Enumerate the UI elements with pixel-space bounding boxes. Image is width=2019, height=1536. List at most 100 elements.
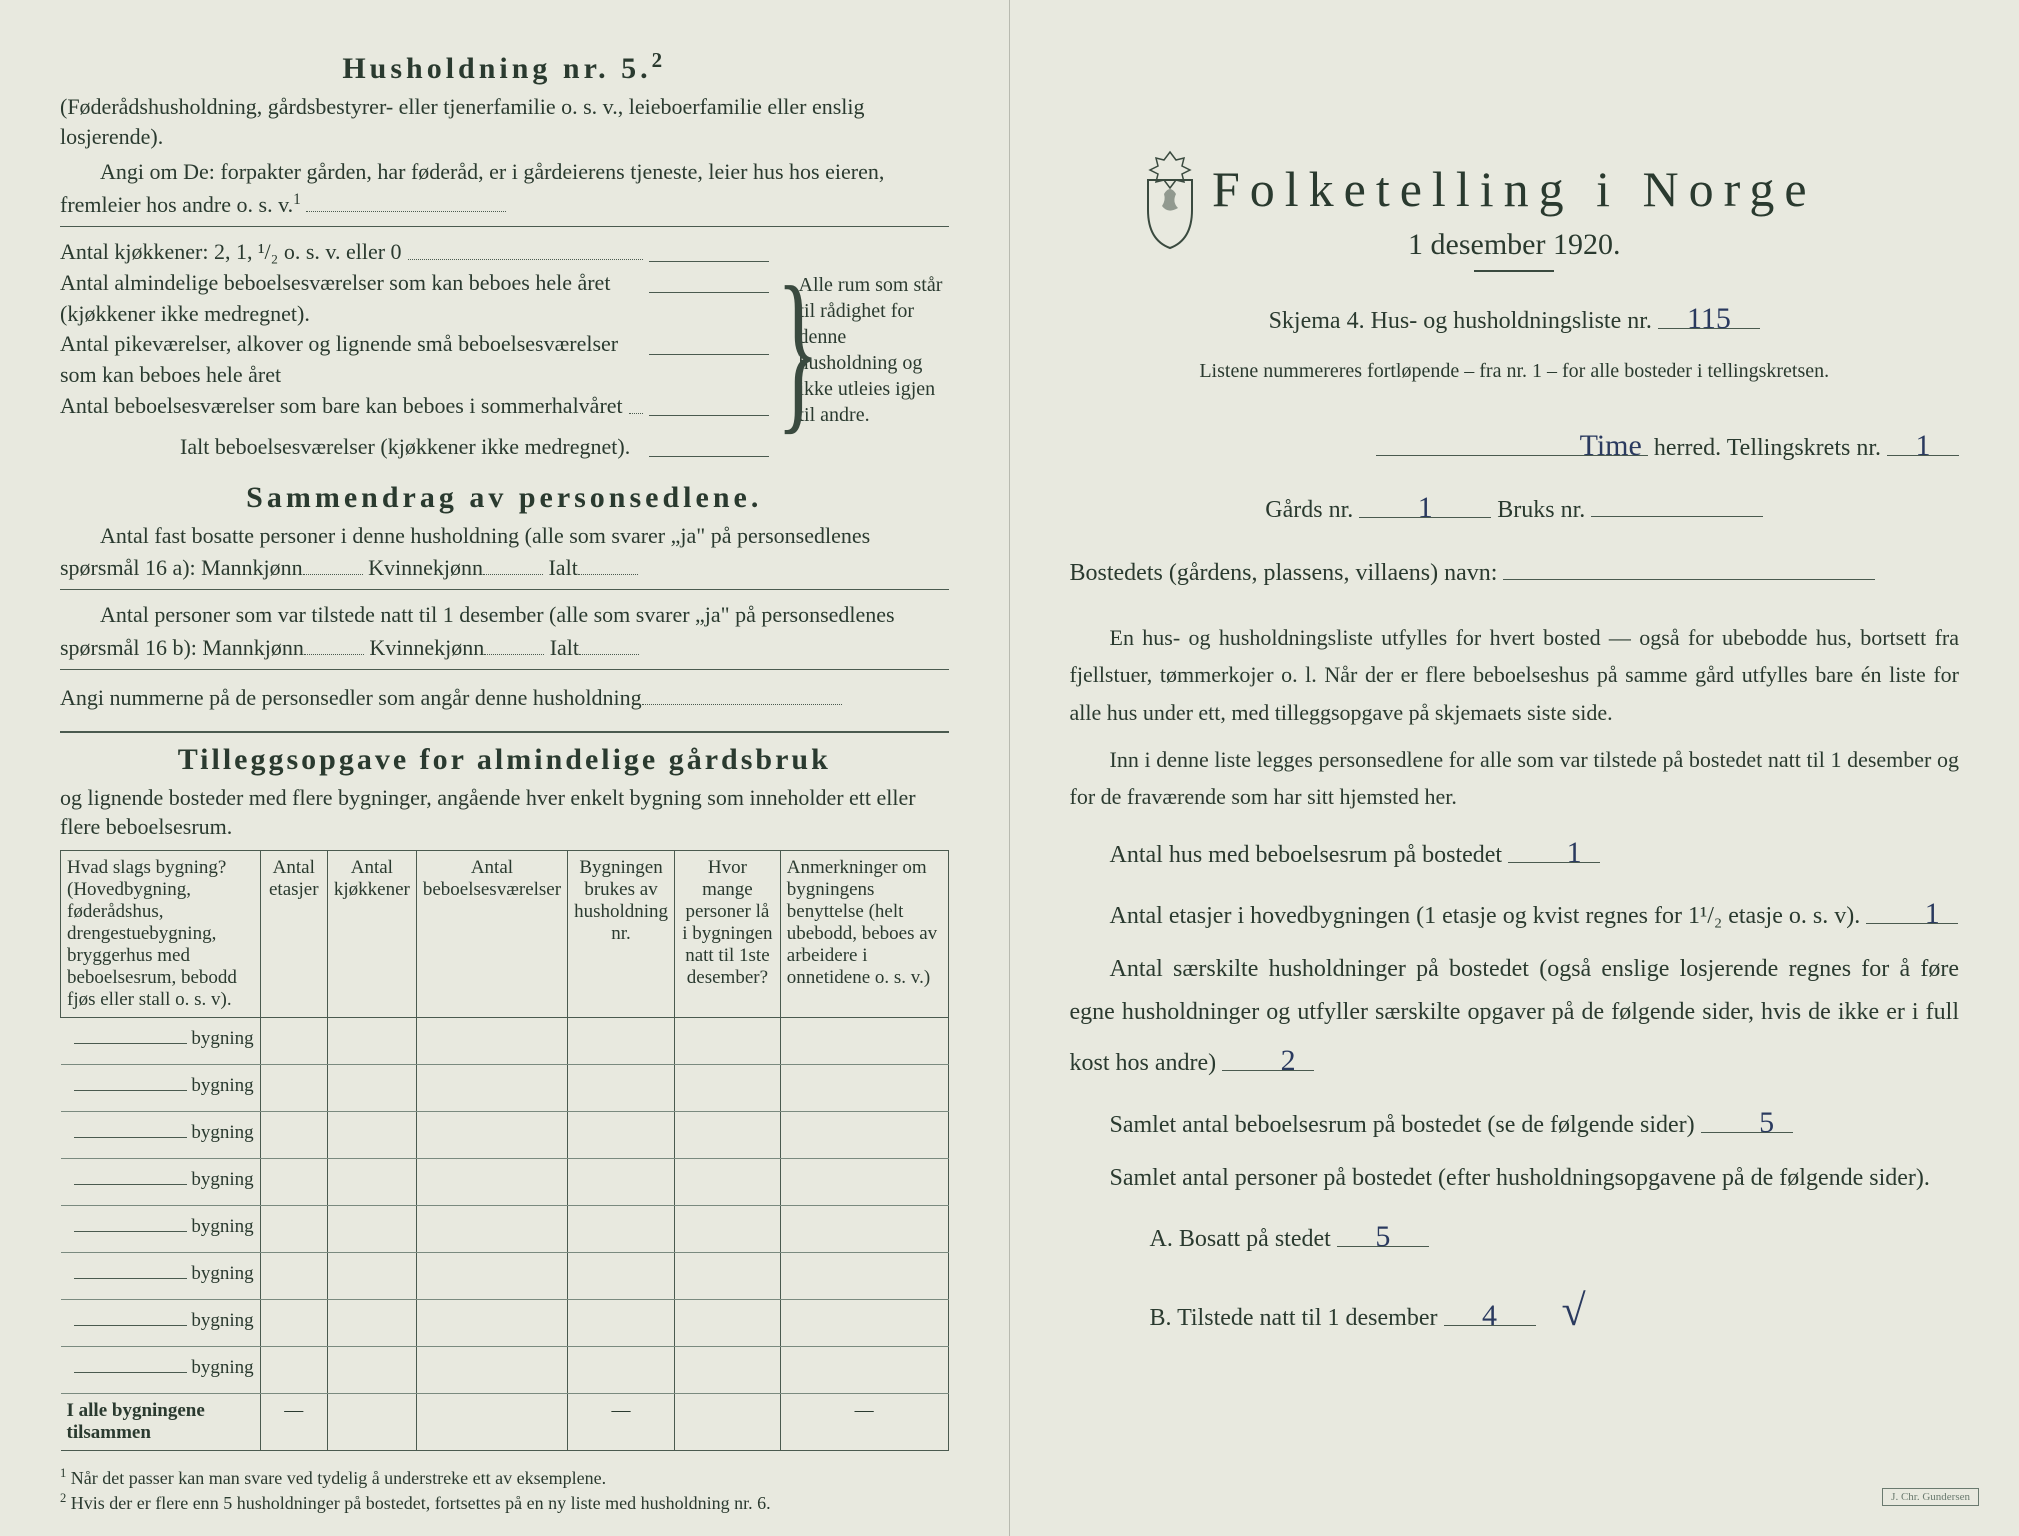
q4: Samlet antal beboelsesrum på bostedet (s… <box>1070 1096 1960 1147</box>
q4-field[interactable]: 5 <box>1701 1096 1793 1133</box>
bosted-line: Bostedets (gårdens, plassens, villaens) … <box>1070 543 1960 595</box>
q3: Antal særskilte husholdninger på bostede… <box>1070 948 1960 1086</box>
table-cell[interactable] <box>327 1299 416 1346</box>
q3-field[interactable]: 2 <box>1222 1034 1314 1071</box>
th-4: Bygningen brukes av husholdning nr. <box>568 850 675 1017</box>
footnotes: 1 Når det passer kan man svare ved tydel… <box>60 1465 949 1516</box>
table-row: bygning <box>61 1017 949 1064</box>
table-cell[interactable] <box>260 1299 327 1346</box>
table-cell[interactable] <box>327 1017 416 1064</box>
table-cell[interactable] <box>416 1111 567 1158</box>
table-cell[interactable] <box>780 1017 948 1064</box>
table-cell[interactable] <box>780 1158 948 1205</box>
table-cell[interactable] <box>568 1111 675 1158</box>
table-cell[interactable] <box>260 1017 327 1064</box>
table-cell[interactable] <box>780 1064 948 1111</box>
table-cell[interactable] <box>780 1252 948 1299</box>
table-cell[interactable] <box>568 1205 675 1252</box>
tellingskrets-field[interactable]: 1 <box>1887 419 1959 456</box>
table-cell[interactable] <box>675 1252 781 1299</box>
table-cell[interactable] <box>327 1158 416 1205</box>
table-cell[interactable] <box>675 1017 781 1064</box>
herred-field[interactable]: Time <box>1376 419 1648 456</box>
th-3: Antal beboelsesværelser <box>416 850 567 1017</box>
table-cell[interactable] <box>260 1158 327 1205</box>
table-cell[interactable] <box>327 1064 416 1111</box>
table-cell[interactable] <box>780 1111 948 1158</box>
table-cell[interactable] <box>416 1346 567 1393</box>
table-cell[interactable] <box>416 1064 567 1111</box>
th-0: Hvad slags bygning? (Hovedbygning, føder… <box>61 850 261 1017</box>
table-cell[interactable] <box>327 1346 416 1393</box>
ialt-line: Ialt beboelsesværelser (kjøkkener ikke m… <box>60 432 769 463</box>
rooms-block: Antal kjøkkener: 2, 1, ¹/₂ o. s. v. elle… <box>60 237 949 463</box>
table-row: bygning <box>61 1158 949 1205</box>
table-cell[interactable] <box>780 1299 948 1346</box>
table-cell[interactable] <box>260 1346 327 1393</box>
table-cell[interactable] <box>568 1158 675 1205</box>
table-cell[interactable] <box>260 1064 327 1111</box>
table-cell[interactable] <box>327 1252 416 1299</box>
kjokkener-line: Antal kjøkkener: 2, 1, ¹/₂ o. s. v. elle… <box>60 237 769 268</box>
th-6: Anmerkninger om bygningens benyttelse (h… <box>780 850 948 1017</box>
table-cell[interactable] <box>568 1299 675 1346</box>
qB-field[interactable]: 4 <box>1444 1289 1536 1326</box>
table-cell[interactable] <box>675 1111 781 1158</box>
left-page: Husholdning nr. 5.2 (Føderådshusholdning… <box>0 0 1010 1536</box>
table-cell[interactable] <box>568 1252 675 1299</box>
liste-nr-field[interactable]: 115 <box>1658 292 1760 329</box>
sammendrag-line2: Antal personer som var tilstede natt til… <box>60 600 949 663</box>
sammendrag-line1: Antal fast bosatte personer i denne hush… <box>60 521 949 584</box>
q2-field[interactable]: 1 <box>1866 887 1958 924</box>
table-cell[interactable] <box>568 1346 675 1393</box>
table-cell[interactable] <box>416 1158 567 1205</box>
row-label: bygning <box>61 1111 261 1158</box>
row-label: bygning <box>61 1064 261 1111</box>
bygning-table: Hvad slags bygning? (Hovedbygning, føder… <box>60 850 949 1451</box>
para1: En hus- og husholdningsliste utfylles fo… <box>1070 619 1960 731</box>
table-cell[interactable] <box>327 1111 416 1158</box>
row-label: bygning <box>61 1346 261 1393</box>
table-cell[interactable] <box>675 1346 781 1393</box>
husholdning-subnote: (Føderådshusholdning, gårdsbestyrer- ell… <box>60 92 949 151</box>
bruks-nr-field[interactable] <box>1591 480 1763 517</box>
qA: A. Bosatt på stedet 5 <box>1150 1210 1960 1261</box>
row-label: bygning <box>61 1158 261 1205</box>
table-cell[interactable] <box>260 1205 327 1252</box>
table-cell[interactable] <box>780 1346 948 1393</box>
table-footer-row: I alle bygningene tilsammen ——— <box>61 1393 949 1450</box>
qB: B. Tilstede natt til 1 desember 4 √ <box>1150 1271 1960 1350</box>
tillegg-title: Tilleggsopgave for almindelige gårdsbruk <box>60 743 949 777</box>
table-cell[interactable] <box>780 1205 948 1252</box>
table-cell[interactable] <box>260 1252 327 1299</box>
row-label: bygning <box>61 1205 261 1252</box>
table-cell[interactable] <box>260 1111 327 1158</box>
gards-nr-field[interactable]: 1 <box>1359 481 1491 518</box>
brace-item-2: Antal beboelsesværelser som bare kan beb… <box>60 391 769 422</box>
q1-field[interactable]: 1 <box>1508 826 1600 863</box>
th-1: Antal etasjer <box>260 850 327 1017</box>
table-row: bygning <box>61 1346 949 1393</box>
sammendrag-title: Sammendrag av personsedlene. <box>60 481 949 515</box>
q2: Antal etasjer i hovedbygningen (1 etasje… <box>1070 887 1960 938</box>
bosted-name-field[interactable] <box>1503 543 1875 580</box>
table-row: bygning <box>61 1064 949 1111</box>
printer-stamp: J. Chr. Gundersen <box>1882 1488 1979 1506</box>
table-cell[interactable] <box>675 1299 781 1346</box>
table-cell[interactable] <box>568 1064 675 1111</box>
brace-item-1: Antal pikeværelser, alkover og lignende … <box>60 329 769 391</box>
table-cell[interactable] <box>568 1017 675 1064</box>
right-page: Folketelling i Norge 1 desember 1920. Sk… <box>1010 0 2019 1536</box>
th-5: Hvor mange personer lå i bygningen natt … <box>675 850 781 1017</box>
table-cell[interactable] <box>416 1205 567 1252</box>
footer-label: I alle bygningene tilsammen <box>61 1393 261 1450</box>
q5: Samlet antal personer på bostedet (efter… <box>1070 1157 1960 1200</box>
table-cell[interactable] <box>416 1252 567 1299</box>
table-cell[interactable] <box>416 1299 567 1346</box>
qA-field[interactable]: 5 <box>1337 1210 1429 1247</box>
table-cell[interactable] <box>675 1064 781 1111</box>
table-cell[interactable] <box>675 1205 781 1252</box>
table-cell[interactable] <box>327 1205 416 1252</box>
table-cell[interactable] <box>416 1017 567 1064</box>
table-cell[interactable] <box>675 1158 781 1205</box>
